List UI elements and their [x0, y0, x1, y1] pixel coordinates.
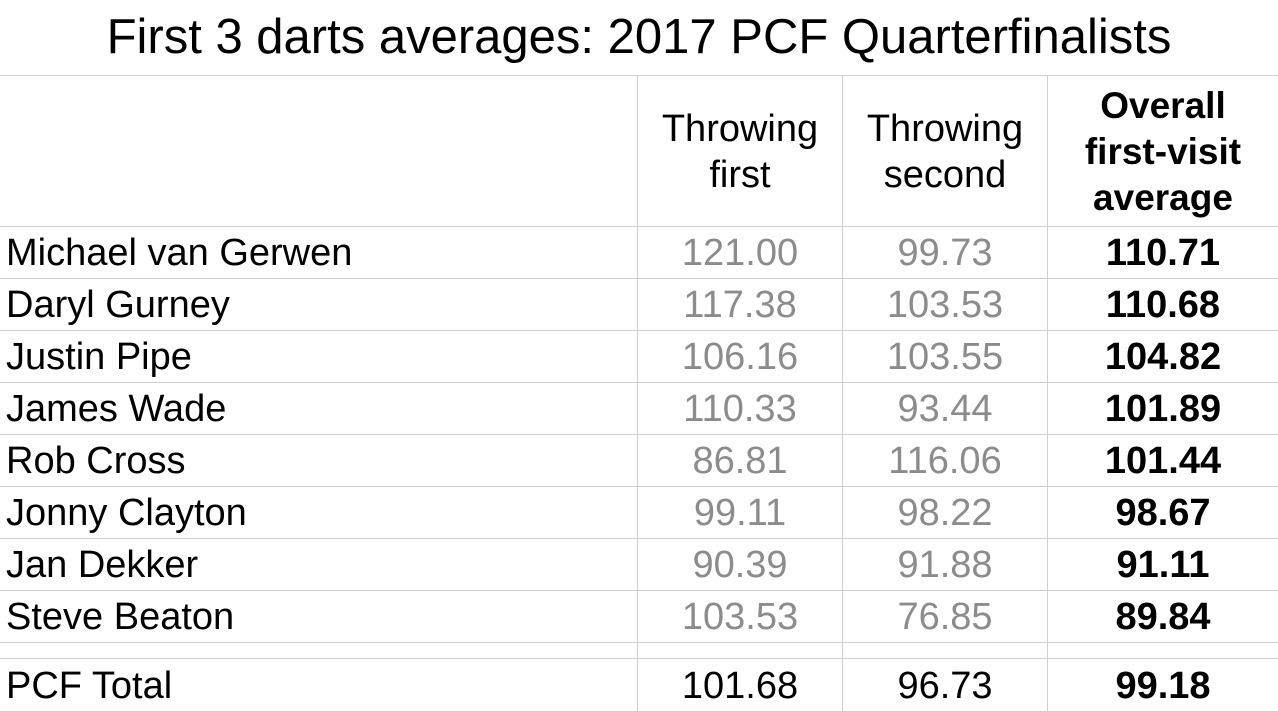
- player-name: Justin Pipe: [6, 336, 192, 378]
- header-throwing-second: Throwing second: [843, 78, 1047, 226]
- header-line: first: [709, 154, 771, 196]
- throwing-first-value: 99.11: [693, 492, 787, 534]
- column-divider: [637, 75, 638, 712]
- row-divider: [0, 590, 1278, 591]
- overall-average-value: 101.89: [1104, 388, 1222, 430]
- row-divider: [0, 278, 1278, 279]
- row-divider: [0, 330, 1278, 331]
- row-divider: [0, 434, 1278, 435]
- total-throwing-first: 101.68: [681, 665, 799, 707]
- column-divider: [1047, 75, 1048, 712]
- header-overall-average: Overall first-visit average: [1048, 78, 1278, 226]
- player-name: Jonny Clayton: [6, 492, 247, 534]
- total-throwing-second: 96.73: [897, 665, 993, 707]
- player-name: Jan Dekker: [6, 544, 199, 586]
- throwing-second-value: 93.44: [897, 388, 993, 430]
- player-name: James Wade: [6, 388, 227, 430]
- column-divider: [842, 75, 843, 712]
- row-divider: [0, 486, 1278, 487]
- overall-average-value: 110.71: [1105, 232, 1221, 274]
- row-divider: [0, 75, 1278, 76]
- overall-average-value: 89.84: [1115, 596, 1211, 638]
- throwing-second-value: 103.53: [886, 284, 1004, 326]
- throwing-first-value: 90.39: [692, 544, 788, 586]
- throwing-second-value: 103.55: [886, 336, 1004, 378]
- header-throwing-first: Throwing first: [638, 78, 842, 226]
- overall-average-value: 98.67: [1115, 492, 1211, 534]
- header-line: Throwing: [661, 108, 819, 150]
- header-line: Throwing: [866, 108, 1024, 150]
- throwing-first-value: 86.81: [692, 440, 788, 482]
- player-name: Michael van Gerwen: [6, 232, 353, 274]
- overall-average-value: 110.68: [1105, 284, 1221, 326]
- throwing-first-value: 106.16: [681, 336, 799, 378]
- throwing-first-value: 117.38: [683, 284, 797, 326]
- throwing-second-value: 98.22: [897, 492, 993, 534]
- player-name: Rob Cross: [6, 440, 186, 482]
- header-line: second: [883, 154, 1007, 196]
- player-name: Daryl Gurney: [6, 284, 230, 326]
- table-title: First 3 darts averages: 2017 PCF Quarter…: [106, 10, 1172, 64]
- throwing-first-value: 121.00: [681, 232, 799, 274]
- throwing-second-value: 99.73: [897, 232, 993, 274]
- throwing-second-value: 76.85: [897, 596, 993, 638]
- row-divider: [0, 658, 1278, 659]
- throwing-first-value: 110.33: [683, 388, 797, 430]
- row-divider: [0, 642, 1278, 643]
- overall-average-value: 91.11: [1116, 544, 1210, 586]
- header-line: average: [1093, 177, 1233, 218]
- row-divider: [0, 382, 1278, 383]
- header-line: Overall: [1100, 85, 1226, 126]
- throwing-second-value: 91.88: [897, 544, 993, 586]
- overall-average-value: 104.82: [1104, 336, 1222, 378]
- row-divider: [0, 538, 1278, 539]
- row-divider: [0, 226, 1278, 227]
- throwing-first-value: 103.53: [681, 596, 799, 638]
- overall-average-value: 101.44: [1104, 440, 1222, 482]
- player-name: Steve Beaton: [6, 596, 235, 638]
- total-overall-average: 99.18: [1115, 665, 1211, 707]
- header-line: first-visit: [1084, 131, 1242, 172]
- throwing-second-value: 116.06: [888, 440, 1002, 482]
- total-label: PCF Total: [6, 665, 173, 707]
